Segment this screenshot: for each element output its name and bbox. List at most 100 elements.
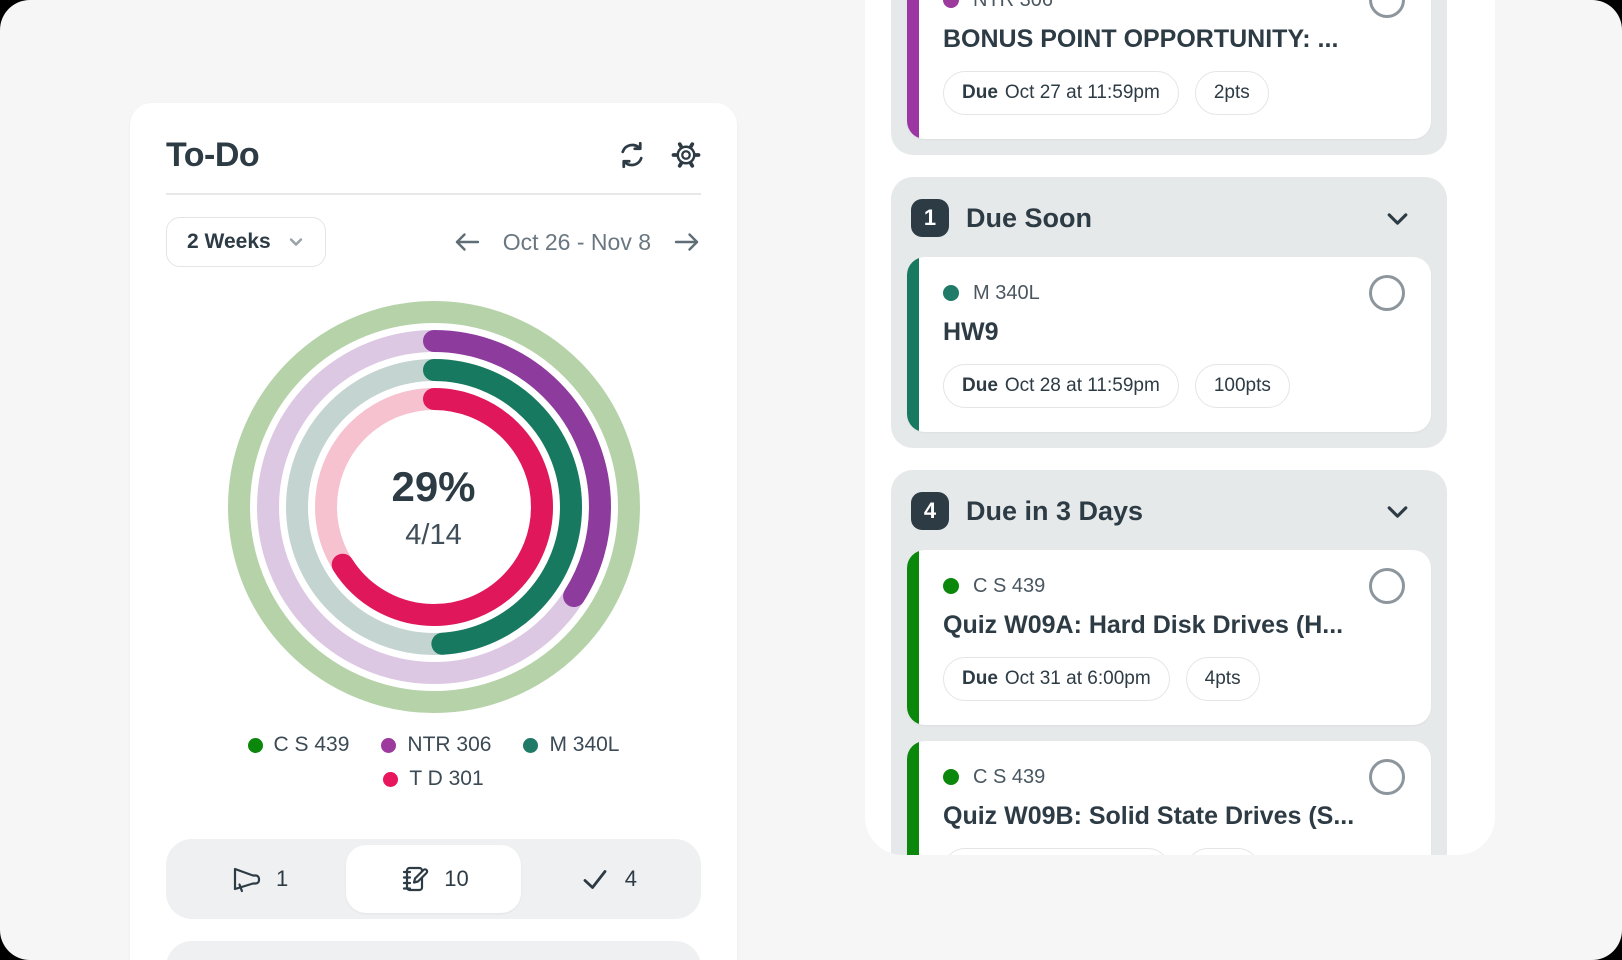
legend-label: M 340L xyxy=(549,733,620,756)
date-range-label: Oct 26 - Nov 8 xyxy=(502,228,651,255)
task-card[interactable]: M 340L HW9 Due Oct 28 at 11:59pm 100pts xyxy=(907,257,1431,432)
completion-percent: 29% xyxy=(391,462,476,510)
legend-item: T D 301 xyxy=(383,767,484,791)
completion-donut-chart: 29% 4/14 xyxy=(224,297,644,717)
prev-period-button[interactable] xyxy=(453,228,481,256)
section-title: Due in 3 Days xyxy=(966,495,1144,526)
section-cards: M 340L HW9 Due Oct 28 at 11:59pm 100pts xyxy=(907,257,1431,432)
gear-icon[interactable] xyxy=(671,140,701,170)
course-legend: C S 439 NTR 306 M 340L T D 301 xyxy=(166,733,701,791)
course-accent-bar xyxy=(907,741,919,855)
complete-checkbox[interactable] xyxy=(1369,759,1405,795)
course-label: M 340L xyxy=(973,281,1040,304)
points-badge: 100pts xyxy=(1194,364,1290,408)
task-section: 4 Due in 3 Days C S 439 Quiz W09A: Hard … xyxy=(891,470,1447,855)
todo-widget-card: To-Do 2 Weeks xyxy=(130,103,737,960)
date-navigation: Oct 26 - Nov 8 xyxy=(453,228,701,256)
header-actions xyxy=(617,140,701,170)
section-header[interactable]: 4 Due in 3 Days xyxy=(907,486,1431,550)
section-count-badge: 1 xyxy=(911,199,949,237)
period-controls: 2 Weeks Oct 26 - Nov 8 xyxy=(166,215,701,269)
legend-label: NTR 306 xyxy=(407,733,492,756)
section-count-badge: 4 xyxy=(911,492,949,530)
task-title: Quiz W09A: Hard Disk Drives (H... xyxy=(943,611,1344,639)
section-header[interactable]: 1 Due Soon xyxy=(907,193,1431,257)
course-color-dot xyxy=(383,771,399,787)
donut-rings xyxy=(227,301,640,713)
tab-count: 10 xyxy=(444,866,469,891)
chevron-down-icon[interactable] xyxy=(1384,498,1411,525)
tab-completed[interactable]: 4 xyxy=(521,845,695,913)
course-row: NTR 306 xyxy=(943,0,1411,12)
task-title: Quiz W09B: Solid State Drives (S... xyxy=(943,802,1355,830)
legend-item: NTR 306 xyxy=(381,733,491,757)
course-accent-bar xyxy=(907,0,919,139)
tab-announcements[interactable]: 1 xyxy=(172,845,346,913)
next-period-button[interactable] xyxy=(673,228,701,256)
task-title: BONUS POINT OPPORTUNITY: ... xyxy=(943,25,1339,53)
section-cards: NTR 306 BONUS POINT OPPORTUNITY: ... Due… xyxy=(907,0,1431,139)
points-badge: 4pts xyxy=(1185,657,1260,701)
section-title: Due Soon xyxy=(966,202,1092,233)
due-date-badge: Due Oct 28 at 11:59pm xyxy=(943,364,1179,408)
complete-checkbox[interactable] xyxy=(1369,568,1405,604)
chevron-down-icon xyxy=(287,233,305,251)
completion-fraction: 4/14 xyxy=(405,518,462,551)
tab-count: 4 xyxy=(624,866,637,891)
period-dropdown[interactable]: 2 Weeks xyxy=(166,217,326,267)
notebook-pencil-icon xyxy=(398,863,430,895)
task-sections: NTR 306 BONUS POINT OPPORTUNITY: ... Due… xyxy=(891,0,1447,855)
course-color-dot xyxy=(523,737,539,753)
course-color-dot xyxy=(943,285,959,301)
legend-row: C S 439 NTR 306 M 340L xyxy=(247,733,619,757)
course-accent-bar xyxy=(907,550,919,725)
legend-item: C S 439 xyxy=(247,733,350,757)
course-color-dot xyxy=(943,0,959,8)
task-title: HW9 xyxy=(943,318,999,346)
page-title: To-Do xyxy=(166,135,260,174)
course-row: M 340L xyxy=(943,281,1411,305)
section-cards: C S 439 Quiz W09A: Hard Disk Drives (H..… xyxy=(907,550,1431,855)
legend-label: C S 439 xyxy=(273,733,350,756)
task-section: NTR 306 BONUS POINT OPPORTUNITY: ... Due… xyxy=(891,0,1447,155)
legend-row: T D 301 xyxy=(383,767,484,791)
course-label: C S 439 xyxy=(973,765,1046,788)
task-card[interactable]: NTR 306 BONUS POINT OPPORTUNITY: ... Due… xyxy=(907,0,1431,139)
points-badge: 2pts xyxy=(1194,71,1269,115)
course-color-dot xyxy=(247,737,263,753)
refresh-sync-icon[interactable] xyxy=(617,140,647,170)
check-icon xyxy=(579,863,611,895)
item-type-tabs: 1 10 4 xyxy=(166,839,701,919)
course-color-dot xyxy=(943,578,959,594)
task-list-stub xyxy=(166,941,701,960)
course-accent-bar xyxy=(907,257,919,432)
megaphone-icon xyxy=(230,863,262,895)
task-section: 1 Due Soon M 340L HW9 Due Oct 28 at 11:59… xyxy=(891,177,1447,448)
task-list-panel: NTR 306 BONUS POINT OPPORTUNITY: ... Due… xyxy=(865,0,1495,855)
course-label: C S 439 xyxy=(973,574,1046,597)
task-card[interactable]: C S 439 Quiz W09A: Hard Disk Drives (H..… xyxy=(907,550,1431,725)
todo-header: To-Do xyxy=(166,133,701,177)
donut-center-label: 29% 4/14 xyxy=(224,297,644,717)
points-badge: 4pts xyxy=(1185,848,1260,855)
legend-label: T D 301 xyxy=(409,767,484,790)
chevron-down-icon[interactable] xyxy=(1384,205,1411,232)
course-color-dot xyxy=(943,769,959,785)
period-dropdown-value: 2 Weeks xyxy=(187,230,271,253)
header-divider xyxy=(166,193,701,195)
complete-checkbox[interactable] xyxy=(1369,275,1405,311)
complete-checkbox[interactable] xyxy=(1369,0,1405,18)
badge-row: Due Oct 28 at 11:59pm 100pts xyxy=(943,364,1411,408)
task-card[interactable]: C S 439 Quiz W09B: Solid State Drives (S… xyxy=(907,741,1431,855)
tab-assignments[interactable]: 10 xyxy=(346,845,521,913)
legend-item: M 340L xyxy=(523,733,619,757)
course-row: C S 439 xyxy=(943,765,1411,789)
course-label: NTR 306 xyxy=(973,0,1053,12)
course-color-dot xyxy=(381,737,397,753)
badge-row: Due Oct 27 at 11:59pm 2pts xyxy=(943,71,1411,115)
